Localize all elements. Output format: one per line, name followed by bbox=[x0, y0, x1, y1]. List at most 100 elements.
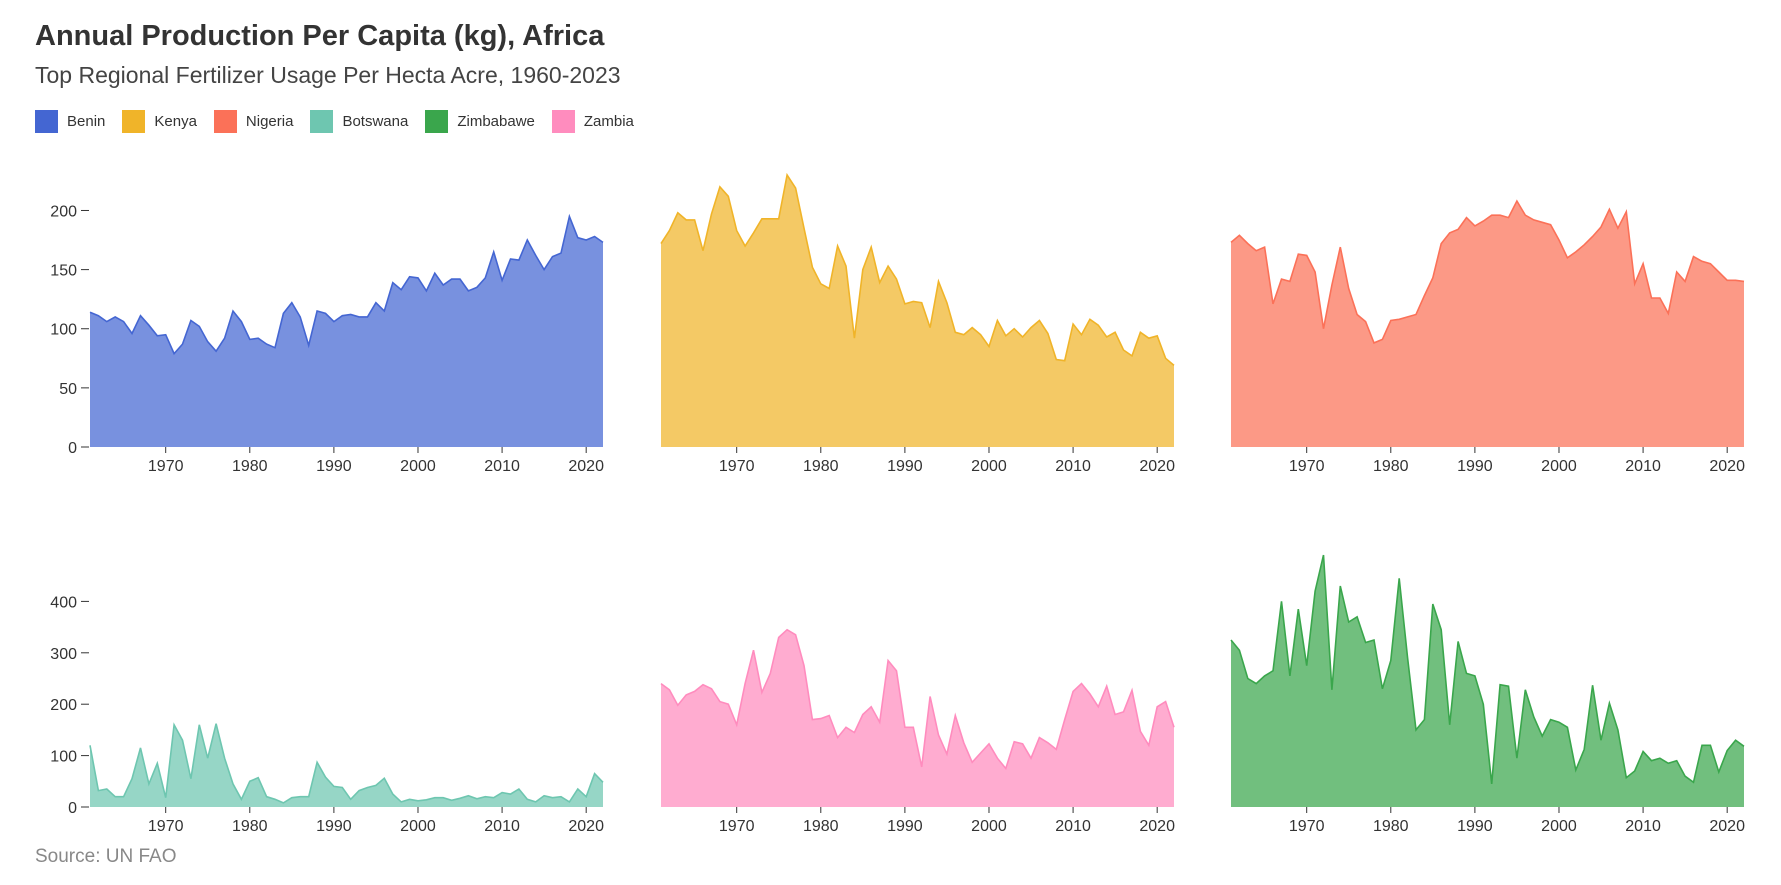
x-tick-label: 2020 bbox=[1709, 818, 1745, 835]
line-kenya bbox=[660, 172, 1175, 367]
x-tick-nigeria-1970: 1970 bbox=[1289, 447, 1325, 475]
x-tick-zambia-1980: 1980 bbox=[803, 807, 839, 835]
legend-label-benin: Benin bbox=[67, 113, 106, 130]
panel-benin: 1970 1980 1990 2000 2010 2020 0 50 100 150 200 bbox=[50, 203, 604, 475]
x-tick-zambia-1990: 1990 bbox=[887, 807, 923, 835]
x-tick-label: 1970 bbox=[719, 818, 755, 835]
x-tick-label: 2010 bbox=[484, 458, 520, 475]
x-tick-kenya-1980: 1980 bbox=[803, 447, 839, 475]
y-tick-label: 100 bbox=[50, 322, 77, 339]
x-tick-label: 1980 bbox=[803, 458, 839, 475]
x-tick-zambia-2020: 2020 bbox=[1139, 807, 1175, 835]
line-botswana bbox=[89, 722, 604, 804]
x-tick-zambia-1970: 1970 bbox=[719, 807, 755, 835]
legend-label-zimbabawe: Zimbabawe bbox=[457, 113, 535, 130]
x-tick-zimbabawe-1980: 1980 bbox=[1373, 807, 1409, 835]
x-tick-label: 2000 bbox=[400, 458, 436, 475]
area-zimbabawe bbox=[1231, 555, 1744, 807]
x-tick-botswana-1970: 1970 bbox=[148, 807, 184, 835]
y-tick-botswana-100: 100 bbox=[50, 749, 89, 766]
x-tick-nigeria-2010: 2010 bbox=[1625, 447, 1661, 475]
x-tick-label: 1990 bbox=[1457, 818, 1493, 835]
area-zambia bbox=[661, 629, 1174, 807]
legend-swatch-zambia bbox=[551, 110, 575, 133]
y-tick-label: 100 bbox=[50, 749, 77, 766]
x-tick-label: 1990 bbox=[887, 818, 923, 835]
y-tick-botswana-200: 200 bbox=[50, 697, 89, 714]
x-tick-nigeria-2000: 2000 bbox=[1541, 447, 1577, 475]
x-tick-label: 2010 bbox=[1055, 818, 1091, 835]
y-tick-benin-200: 200 bbox=[50, 203, 89, 220]
x-tick-botswana-2010: 2010 bbox=[484, 807, 520, 835]
line-zimbabawe bbox=[1230, 554, 1745, 784]
y-tick-botswana-0: 0 bbox=[68, 800, 89, 817]
x-tick-benin-2020: 2020 bbox=[568, 447, 604, 475]
x-tick-zimbabawe-2000: 2000 bbox=[1541, 807, 1577, 835]
line-zambia bbox=[660, 628, 1175, 771]
x-tick-label: 2000 bbox=[1541, 458, 1577, 475]
legend-item-zimbabawe[interactable]: Zimbabawe bbox=[425, 110, 535, 133]
x-tick-benin-2010: 2010 bbox=[484, 447, 520, 475]
y-tick-label: 0 bbox=[68, 440, 77, 457]
x-tick-label: 1970 bbox=[148, 458, 184, 475]
x-tick-label: 2010 bbox=[484, 818, 520, 835]
x-tick-label: 1980 bbox=[232, 818, 268, 835]
y-tick-benin-0: 0 bbox=[68, 440, 89, 457]
y-tick-botswana-400: 400 bbox=[50, 594, 89, 611]
panel-kenya: 1970 1980 1990 2000 2010 2020 bbox=[660, 172, 1175, 475]
x-tick-zimbabawe-2020: 2020 bbox=[1709, 807, 1745, 835]
x-tick-zambia-2010: 2010 bbox=[1055, 807, 1091, 835]
x-tick-label: 1990 bbox=[1457, 458, 1493, 475]
x-tick-benin-2000: 2000 bbox=[400, 447, 436, 475]
y-tick-label: 200 bbox=[50, 203, 77, 220]
x-tick-zimbabawe-1970: 1970 bbox=[1289, 807, 1325, 835]
x-tick-label: 2020 bbox=[568, 458, 604, 475]
x-tick-botswana-2020: 2020 bbox=[568, 807, 604, 835]
x-tick-kenya-2000: 2000 bbox=[971, 447, 1007, 475]
x-tick-label: 1990 bbox=[887, 458, 923, 475]
x-tick-botswana-2000: 2000 bbox=[400, 807, 436, 835]
legend-item-nigeria[interactable]: Nigeria bbox=[213, 110, 294, 133]
area-botswana bbox=[90, 723, 603, 807]
y-tick-label: 300 bbox=[50, 646, 77, 663]
x-tick-zimbabawe-1990: 1990 bbox=[1457, 807, 1493, 835]
legend-swatch-botswana bbox=[310, 110, 334, 133]
x-tick-label: 1980 bbox=[803, 818, 839, 835]
x-tick-benin-1990: 1990 bbox=[316, 447, 352, 475]
y-tick-label: 0 bbox=[68, 800, 77, 817]
x-tick-label: 1980 bbox=[1373, 458, 1409, 475]
y-tick-label: 150 bbox=[50, 263, 77, 280]
legend-label-nigeria: Nigeria bbox=[245, 113, 294, 130]
y-tick-benin-50: 50 bbox=[59, 381, 89, 398]
legend-item-zambia[interactable]: Zambia bbox=[551, 110, 634, 133]
x-tick-label: 1990 bbox=[316, 458, 352, 475]
y-tick-label: 400 bbox=[50, 594, 77, 611]
line-benin bbox=[89, 213, 604, 356]
area-benin bbox=[90, 216, 603, 447]
x-tick-label: 2020 bbox=[1139, 818, 1175, 835]
source-note: Source: UN FAO bbox=[35, 846, 177, 867]
legend-item-kenya[interactable]: Kenya bbox=[122, 110, 197, 133]
panel-botswana: 1970 1980 1990 2000 2010 2020 0 100 200 300 400 bbox=[50, 594, 604, 835]
x-tick-label: 1970 bbox=[1289, 458, 1325, 475]
x-tick-label: 2020 bbox=[1709, 458, 1745, 475]
x-tick-label: 2010 bbox=[1625, 818, 1661, 835]
x-tick-label: 1970 bbox=[1289, 818, 1325, 835]
y-tick-benin-150: 150 bbox=[50, 263, 89, 280]
legend-item-benin[interactable]: Benin bbox=[35, 110, 105, 133]
area-nigeria bbox=[1231, 201, 1744, 447]
legend-item-botswana[interactable]: Botswana bbox=[310, 110, 408, 133]
x-tick-label: 2000 bbox=[971, 818, 1007, 835]
x-tick-label: 1990 bbox=[316, 818, 352, 835]
legend-swatch-zimbabawe bbox=[425, 110, 449, 133]
x-tick-label: 1980 bbox=[232, 458, 268, 475]
x-tick-label: 1970 bbox=[719, 458, 755, 475]
panel-zambia: 1970 1980 1990 2000 2010 2020 bbox=[660, 628, 1175, 835]
x-tick-benin-1970: 1970 bbox=[148, 447, 184, 475]
legend-label-botswana: Botswana bbox=[342, 113, 409, 130]
x-tick-label: 2020 bbox=[568, 818, 604, 835]
x-tick-benin-1980: 1980 bbox=[232, 447, 268, 475]
x-tick-label: 2000 bbox=[400, 818, 436, 835]
area-kenya bbox=[661, 175, 1174, 447]
